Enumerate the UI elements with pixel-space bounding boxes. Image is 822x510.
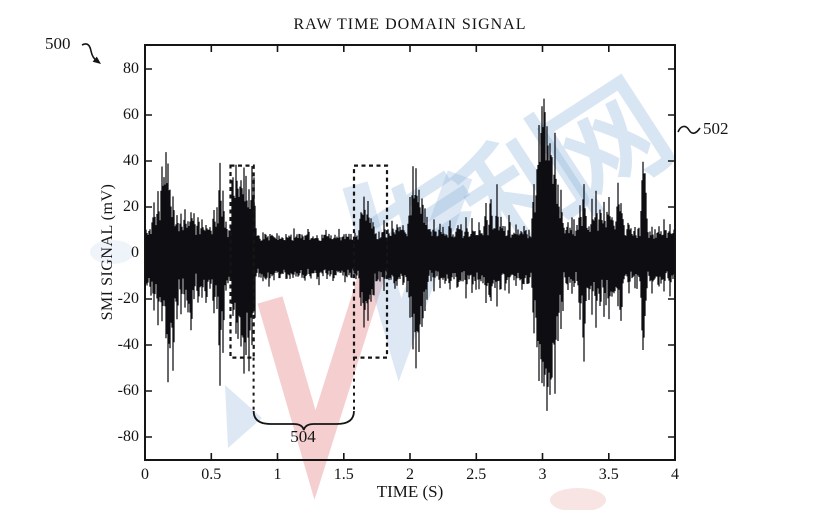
- x-tick-label: 4: [671, 466, 679, 483]
- smi-signal-trace: [145, 98, 675, 411]
- y-tick-label: -60: [117, 382, 139, 399]
- ref-500-arrowhead: [92, 56, 101, 64]
- y-tick-label: 20: [123, 198, 139, 215]
- ref-502-squiggle: [677, 125, 701, 134]
- figure-ref-500: 500: [45, 34, 71, 53]
- x-tick-label: 2.5: [466, 466, 487, 483]
- y-axis-label: SMI SIGNAL (mV): [99, 183, 116, 321]
- watermark-pink-smudge: [550, 488, 606, 510]
- chart-title: RAW TIME DOMAIN SIGNAL: [293, 16, 527, 33]
- x-tick-label: 1: [273, 466, 282, 483]
- x-tick-label: 2: [406, 466, 414, 483]
- x-tick-label: 1.5: [333, 466, 354, 483]
- x-tick-label: 3: [538, 466, 547, 483]
- watermark-blue-triangle: [225, 385, 262, 448]
- ref-500-arrow: [81, 43, 98, 62]
- brace-label-504: 504: [290, 427, 316, 446]
- x-axis-label: TIME (S): [376, 482, 444, 501]
- dashed-box-b: [352, 164, 389, 359]
- figure-ref-502: 502: [703, 119, 729, 138]
- x-tick-label: 3.5: [598, 466, 619, 483]
- y-tick-label: 60: [123, 106, 139, 123]
- under-brace: [252, 410, 355, 431]
- brace-guide-lines: [252, 357, 355, 411]
- y-tick-label: 0: [131, 244, 139, 261]
- y-tick-label: -40: [117, 336, 139, 353]
- y-tick-label: -20: [117, 290, 139, 307]
- x-tick-label: 0: [141, 466, 149, 483]
- axis-ticks: [144, 45, 676, 460]
- dashed-box-a: [229, 164, 255, 359]
- y-tick-label: 80: [123, 60, 139, 77]
- y-tick-label: 40: [123, 152, 139, 169]
- y-tick-label: -80: [117, 428, 139, 445]
- x-tick-label: 0.5: [201, 466, 222, 483]
- watermark-blue-smudge: [90, 240, 134, 264]
